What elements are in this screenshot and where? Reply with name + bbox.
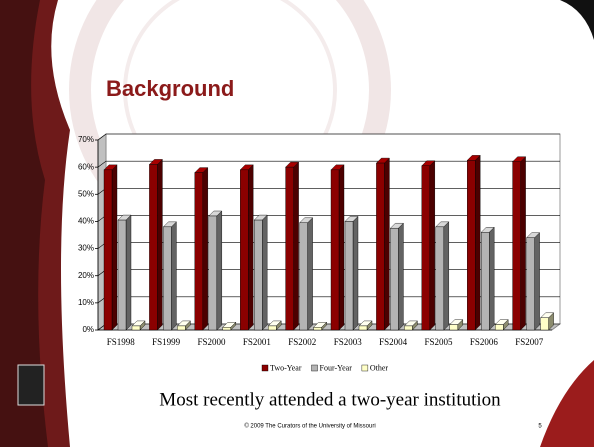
- y-tick-label: 0%: [82, 325, 94, 334]
- y-tick-label: 10%: [78, 298, 94, 307]
- bar: [149, 164, 158, 331]
- bar-side: [293, 161, 299, 331]
- legend-swatch: [261, 364, 269, 372]
- x-tick-label: FS2003: [334, 337, 363, 347]
- slide-title: Background: [106, 76, 234, 101]
- bar: [268, 325, 277, 331]
- y-tick-label: 30%: [78, 244, 94, 253]
- bar-side: [352, 215, 359, 331]
- bar-side: [429, 160, 435, 331]
- bar: [540, 317, 549, 331]
- bar-side: [125, 214, 132, 331]
- bar: [435, 226, 444, 331]
- corner-decoration: [560, 0, 594, 40]
- bar: [208, 215, 218, 331]
- bar-side: [216, 210, 223, 331]
- x-tick-label: FS2001: [243, 337, 271, 347]
- university-logo: [17, 364, 45, 406]
- footer: © 2009 The Curators of the University of…: [244, 423, 375, 430]
- y-tick-label: 40%: [78, 217, 94, 226]
- bar-side: [262, 214, 268, 331]
- bar: [194, 172, 204, 331]
- bar: [177, 325, 186, 331]
- y-tick-label: 60%: [78, 162, 94, 171]
- x-tick-label: FS2006: [470, 337, 499, 347]
- legend-label: Other: [370, 363, 389, 372]
- bar: [222, 327, 232, 331]
- x-tick-label: FS2007: [515, 337, 544, 347]
- bar: [376, 162, 385, 331]
- bar: [390, 228, 399, 331]
- bar: [239, 169, 249, 331]
- bar: [526, 237, 535, 331]
- bar: [449, 324, 458, 331]
- bar: [404, 325, 413, 331]
- bar: [344, 221, 354, 331]
- bar: [495, 324, 504, 331]
- bar-side: [398, 222, 404, 331]
- x-tick-label: FS2000: [197, 337, 226, 347]
- bar: [103, 169, 113, 331]
- page-number: 5: [538, 424, 542, 430]
- legend-label: Four-Year: [320, 363, 353, 372]
- bar-side: [307, 217, 313, 331]
- bar-side: [443, 221, 449, 331]
- caption: Most recently attended a two-year instit…: [159, 389, 501, 410]
- x-tick-label: FS1998: [107, 337, 136, 347]
- swoosh: [540, 360, 594, 447]
- grid-line: [97, 160, 560, 168]
- bar: [313, 327, 322, 331]
- x-tick-label: FS1999: [152, 337, 181, 347]
- y-tick-label: 70%: [78, 135, 94, 144]
- bar: [285, 166, 294, 331]
- bar-side: [247, 164, 254, 331]
- bar-side: [384, 157, 390, 331]
- bar: [421, 165, 430, 331]
- bar-side: [338, 164, 345, 331]
- x-tick-label: FS2005: [424, 337, 453, 347]
- bar: [481, 232, 490, 331]
- x-tick-label: FS2004: [379, 337, 408, 347]
- bar: [117, 219, 127, 331]
- bar-side: [171, 221, 177, 331]
- bar: [131, 325, 141, 331]
- grid-line: [97, 133, 560, 141]
- bar-side: [489, 226, 495, 331]
- bar-side: [520, 156, 526, 331]
- legend-swatch: [361, 364, 369, 372]
- left-band-shadow: [0, 0, 48, 447]
- bar: [330, 169, 340, 331]
- bar: [299, 222, 308, 331]
- bar: [163, 226, 172, 331]
- bar-side: [157, 158, 163, 331]
- bar-side: [202, 167, 209, 331]
- bar: [467, 160, 476, 331]
- bar: [253, 219, 263, 331]
- y-tick-label: 50%: [78, 189, 94, 198]
- x-tick-label: FS2002: [288, 337, 316, 347]
- bar-side: [534, 232, 540, 331]
- legend-swatch: [311, 364, 318, 372]
- bar: [512, 161, 521, 331]
- bar-side: [111, 164, 118, 331]
- bar-side: [475, 154, 481, 331]
- y-tick-label: 20%: [78, 271, 94, 280]
- legend-label: Two-Year: [270, 363, 302, 372]
- bar: [358, 325, 368, 331]
